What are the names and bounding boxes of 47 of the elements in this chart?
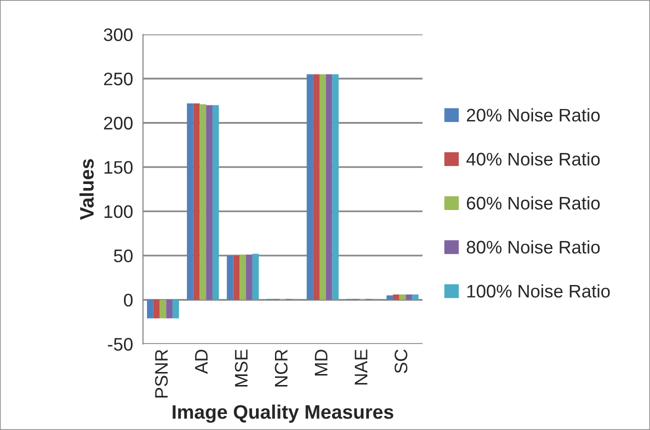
bar — [206, 105, 212, 300]
bar — [172, 300, 179, 318]
legend-label: 40% Noise Ratio — [466, 152, 600, 166]
x-tick-label: NCR — [274, 350, 288, 386]
x-tick-label: MD — [314, 350, 328, 376]
y-tick-label: 300 — [104, 28, 133, 42]
bar — [406, 294, 412, 300]
bar — [226, 256, 234, 300]
bar — [412, 294, 419, 300]
y-axis-title: Values — [79, 159, 94, 220]
legend-label: 100% Noise Ratio — [467, 284, 610, 298]
bar — [326, 74, 332, 300]
bar — [166, 300, 173, 318]
y-tick-label: 50 — [114, 249, 133, 262]
x-tick-label: NAE — [354, 350, 368, 385]
x-axis-title: Image Quality Measures — [172, 404, 394, 423]
bar — [246, 254, 252, 300]
x-tick-label: SC — [394, 350, 408, 374]
x-tick-label: AD — [195, 350, 208, 374]
bar — [160, 300, 166, 318]
bar — [392, 294, 400, 300]
bar — [306, 74, 314, 300]
bar — [146, 300, 154, 318]
bar — [193, 103, 200, 300]
legend-label: 20% Noise Ratio — [466, 108, 600, 122]
y-tick-label: 150 — [104, 161, 133, 174]
bar — [319, 74, 326, 300]
x-tick-label: PSNR — [155, 350, 168, 398]
x-tick-label: MSE — [234, 350, 248, 387]
bar — [399, 294, 406, 300]
bar — [153, 300, 160, 318]
y-tick-label: 100 — [104, 205, 133, 218]
bar — [332, 74, 339, 300]
bar — [313, 74, 320, 300]
y-tick-label: 250 — [104, 72, 133, 86]
y-tick-label: -50 — [108, 338, 133, 351]
bar — [233, 256, 240, 300]
bar — [186, 103, 194, 300]
y-tick-label: 0 — [124, 294, 133, 306]
bar — [252, 254, 259, 300]
bar — [386, 295, 393, 300]
legend-label: 80% Noise Ratio — [466, 240, 600, 254]
bar — [212, 105, 219, 300]
legend-label: 60% Noise Ratio — [466, 196, 600, 210]
bar — [200, 104, 206, 300]
y-tick-label: 200 — [104, 116, 133, 130]
bar — [240, 254, 246, 300]
